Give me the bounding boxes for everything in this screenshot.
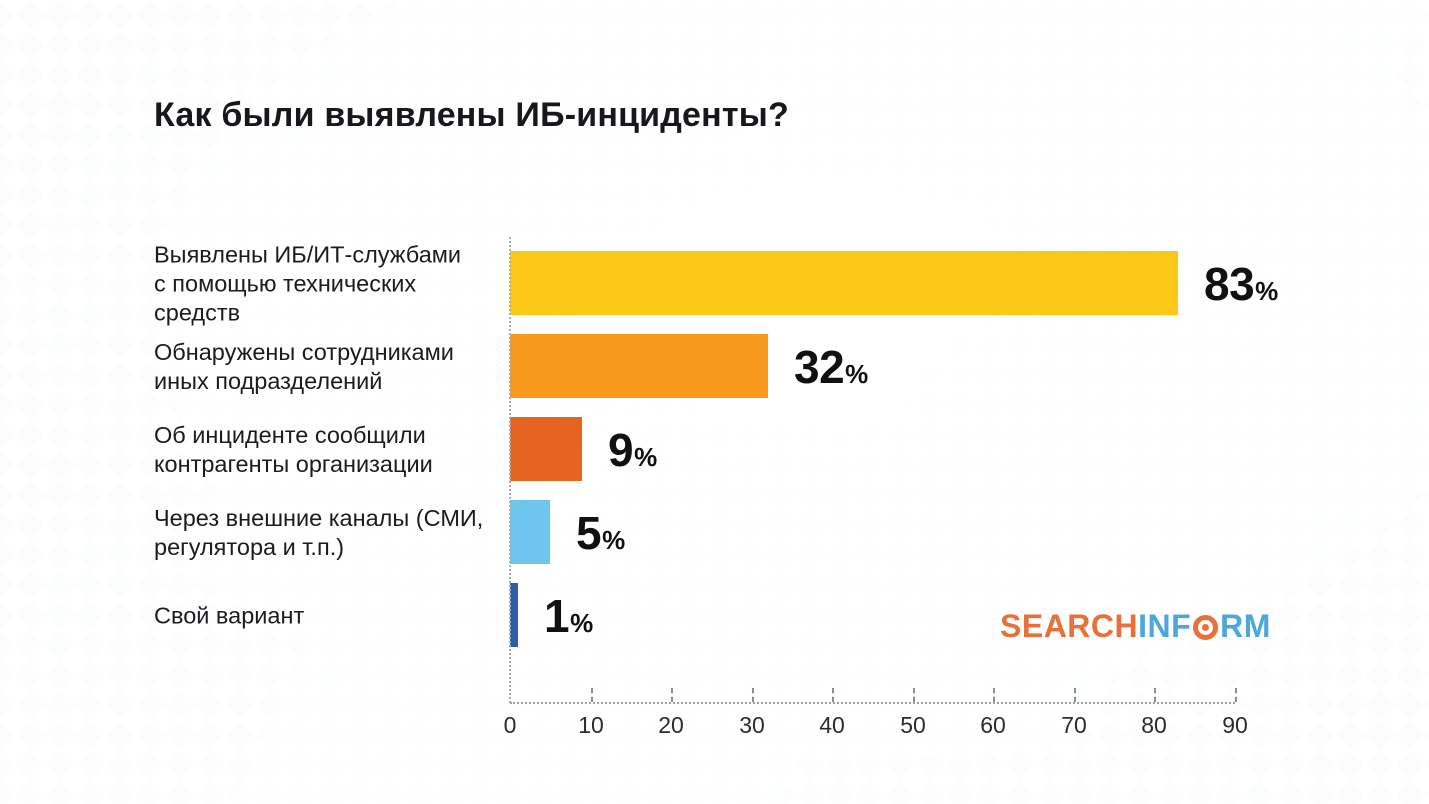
searchinform-logo: SEARCH INF RM — [1000, 606, 1271, 646]
category-label: Выявлены ИБ/ИТ-службами с помощью техниче… — [154, 241, 462, 325]
chart-row: Свой вариант 1% — [0, 574, 1429, 657]
tick-label: 0 — [503, 712, 517, 738]
value-label: 32% — [794, 340, 869, 393]
y-axis-line — [509, 237, 511, 703]
tick-label: 70 — [1061, 712, 1087, 738]
tick-mark — [993, 688, 995, 702]
chart-row: Обнаружены сотрудниками иных подразделени… — [0, 325, 1429, 408]
value-label: 5% — [576, 506, 626, 559]
bar — [510, 500, 550, 564]
tick-mark — [1074, 688, 1076, 702]
bar — [510, 417, 582, 481]
tick-label: 90 — [1222, 712, 1248, 738]
category-label: Об инциденте сообщили контрагенты организ… — [154, 421, 433, 477]
chart-row: Выявлены ИБ/ИТ-службами с помощью техниче… — [0, 241, 1429, 325]
logo-target-o-icon — [1193, 614, 1219, 640]
tick-mark — [1235, 688, 1237, 702]
tick-label: 30 — [739, 712, 765, 738]
tick-label: 10 — [578, 712, 604, 738]
tick-label: 40 — [819, 712, 845, 738]
chart-row: Через внешние каналы (СМИ, регулятора и т… — [0, 491, 1429, 574]
bar — [510, 583, 518, 647]
chart-rows: Выявлены ИБ/ИТ-службами с помощью техниче… — [0, 241, 1429, 657]
tick-mark — [752, 688, 754, 702]
tick-mark — [1154, 688, 1156, 702]
tick-label: 20 — [658, 712, 684, 738]
value-label: 1% — [544, 589, 594, 642]
x-axis-line — [510, 702, 1235, 704]
chart-row: Об инциденте сообщили контрагенты организ… — [0, 408, 1429, 491]
tick-label: 60 — [980, 712, 1006, 738]
category-label: Обнаружены сотрудниками иных подразделени… — [154, 338, 454, 394]
logo-text-rm: RM — [1220, 608, 1271, 644]
logo-text-inf: INF — [1138, 608, 1192, 644]
tick-mark — [913, 688, 915, 702]
bar — [510, 251, 1178, 315]
tick-mark — [591, 688, 593, 702]
tick-label: 50 — [900, 712, 926, 738]
value-label: 9% — [608, 423, 658, 476]
bar — [510, 334, 768, 398]
tick-label: 80 — [1141, 712, 1167, 738]
value-label: 83% — [1204, 257, 1279, 310]
tick-mark — [671, 688, 673, 702]
chart-title: Как были выявлены ИБ-инциденты? — [154, 96, 789, 134]
logo-text-search: SEARCH — [1000, 608, 1139, 644]
category-label: Через внешние каналы (СМИ, регулятора и т… — [154, 504, 484, 560]
tick-mark — [832, 688, 834, 702]
category-label: Свой вариант — [154, 602, 305, 628]
